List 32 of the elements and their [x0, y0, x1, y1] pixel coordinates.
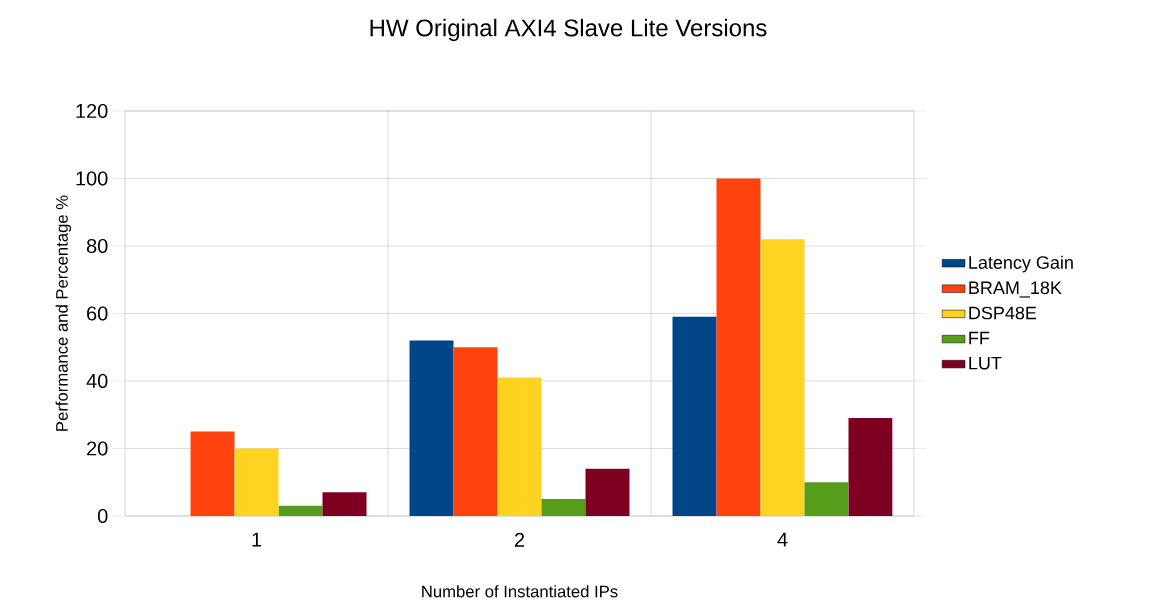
bar: [190, 431, 235, 516]
y-tick-label: 20: [87, 441, 108, 456]
bar: [234, 448, 279, 516]
y-tick-label: 120: [76, 103, 108, 119]
bar: [278, 505, 323, 516]
legend-label: BRAM_18K: [969, 281, 1062, 298]
x-axis-title: Number of Instantiated IPs: [422, 585, 618, 598]
y-tick-label: 0: [97, 508, 108, 524]
bar: [804, 482, 849, 516]
x-tick-label: 2: [514, 532, 525, 547]
y-tick-label: 40: [86, 373, 108, 389]
legend-label: LUT: [969, 356, 1002, 370]
bar: [760, 239, 805, 516]
bar: [848, 418, 893, 516]
legend-label: FF: [969, 331, 990, 345]
y-axis-title: Performance and Percentage %: [55, 195, 72, 431]
x-tick-label: 1: [252, 532, 262, 547]
bar: [585, 468, 630, 516]
bar: [322, 492, 367, 516]
x-tick-label: 4: [777, 532, 788, 547]
bar: [453, 347, 498, 516]
bar: [497, 377, 542, 516]
bar: [541, 499, 586, 516]
y-tick-label: 80: [86, 238, 108, 254]
legend-label: Latency Gain: [969, 255, 1073, 273]
y-tick-label: 100: [76, 171, 108, 186]
bar: [716, 178, 761, 516]
y-tick-label: 60: [87, 306, 108, 321]
chart-title: HW Original AXI4 Slave Lite Versions: [370, 18, 767, 42]
bar: [409, 340, 454, 516]
legend-label: DSP48E: [969, 306, 1037, 320]
bar: [672, 316, 717, 516]
